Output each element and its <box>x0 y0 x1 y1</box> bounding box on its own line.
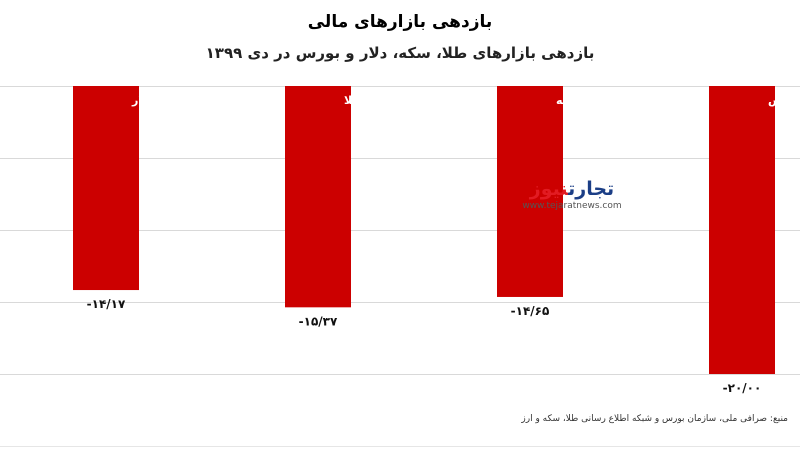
value-label-1: -۱۵/۳۷ <box>299 314 338 328</box>
logo-text: تجارتنیوز <box>512 178 632 200</box>
source-note: منبع: صرافی ملی، سازمان بورس و شبکه اطلا… <box>521 414 788 424</box>
category-label-3: بورس <box>768 94 800 107</box>
value-label-0: -۱۴/۱۷ <box>87 297 126 311</box>
value-label-2: -۱۴/۶۵ <box>511 304 550 318</box>
logo-url: www.tejaratnews.com <box>522 201 622 211</box>
logo-text-part1: تجارت <box>568 178 615 200</box>
bottom-divider <box>0 446 800 447</box>
bar-2 <box>497 86 563 297</box>
chart-title: بازدهی بازارهای مالی <box>307 12 493 32</box>
category-label-2: سکه <box>556 94 580 107</box>
tejaratnews-logo: تجارتنیوز www.tejaratnews.com <box>512 178 632 218</box>
chart-subtitle: بازدهی بازارهای طلا، سکه، دلار و بورس در… <box>205 44 595 62</box>
bar-3 <box>709 86 775 374</box>
value-label-3: -۲۰/۰۰ <box>723 381 762 395</box>
category-label-1: طلا <box>344 94 363 107</box>
category-label-0: دلار <box>131 94 153 107</box>
bar-0 <box>73 86 139 291</box>
logo-text-part2: نیوز <box>529 178 569 200</box>
bar-1 <box>285 86 351 308</box>
